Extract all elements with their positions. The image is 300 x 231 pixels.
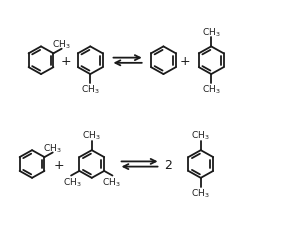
Text: CH$_3$: CH$_3$	[63, 176, 82, 188]
Text: +: +	[180, 55, 190, 67]
Text: CH$_3$: CH$_3$	[81, 83, 100, 96]
Text: CH$_3$: CH$_3$	[202, 26, 220, 39]
Text: 2: 2	[164, 158, 172, 171]
Text: CH$_3$: CH$_3$	[202, 83, 220, 96]
Text: CH$_3$: CH$_3$	[44, 141, 62, 154]
Text: CH$_3$: CH$_3$	[102, 176, 120, 188]
Text: CH$_3$: CH$_3$	[52, 38, 71, 51]
Text: +: +	[61, 55, 72, 67]
Text: CH$_3$: CH$_3$	[191, 187, 210, 199]
Text: CH$_3$: CH$_3$	[191, 129, 210, 142]
Text: CH$_3$: CH$_3$	[82, 129, 101, 142]
Text: +: +	[54, 158, 64, 171]
